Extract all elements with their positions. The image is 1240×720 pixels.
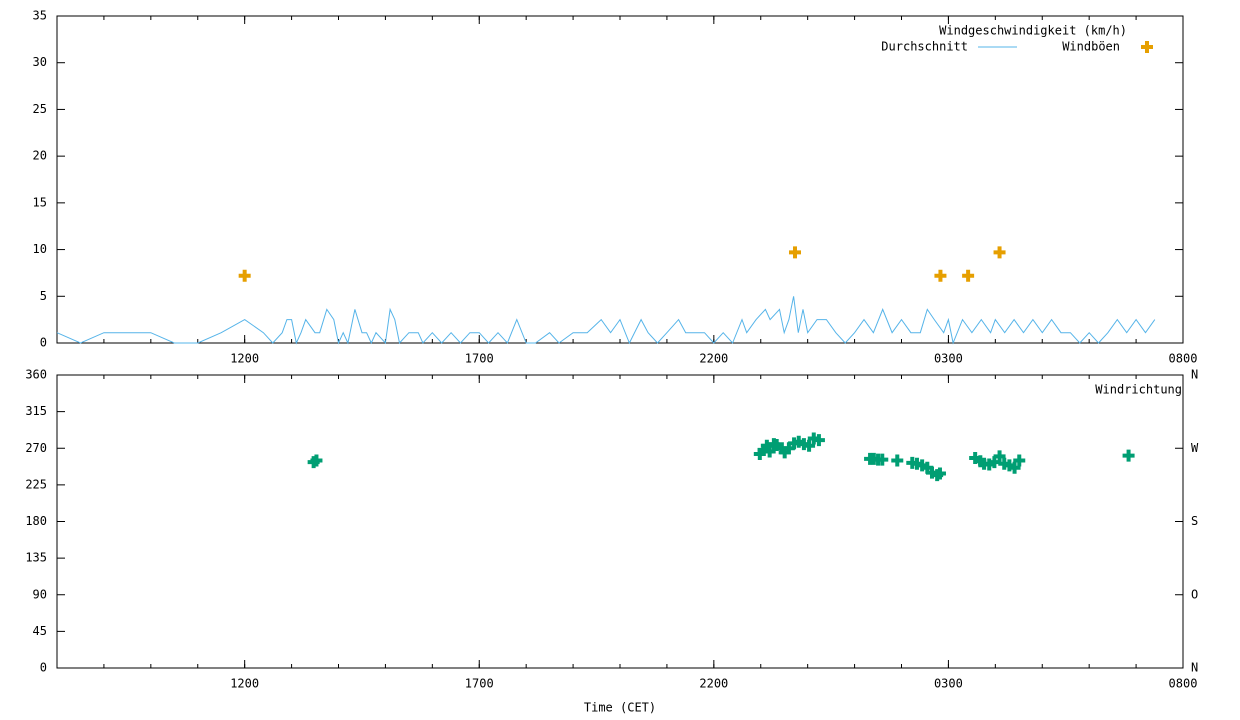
- legend-label: Durchschnitt: [881, 40, 968, 54]
- x-tick-label: 1200: [230, 677, 259, 691]
- data-point: [1003, 459, 1016, 472]
- data-point: [775, 442, 788, 455]
- y-tick-label: 0: [40, 336, 47, 350]
- y2-tick-label: O: [1191, 587, 1198, 601]
- y-tick-label: 90: [33, 587, 47, 601]
- data-point: [1008, 461, 1021, 474]
- data-point: [921, 461, 934, 474]
- y-tick-label: 180: [25, 514, 47, 528]
- y-tick-label: 35: [33, 9, 47, 23]
- y-tick-label: 10: [33, 242, 47, 256]
- y2-tick-label: W: [1191, 441, 1199, 455]
- data-point: [916, 459, 929, 472]
- data-point: [925, 466, 938, 479]
- data-point: [974, 455, 987, 468]
- y-tick-label: 0: [40, 661, 47, 675]
- data-point: [763, 445, 776, 458]
- data-point: [876, 453, 889, 466]
- x-tick-label: 1200: [230, 352, 259, 366]
- data-point: [1122, 449, 1135, 462]
- y-tick-label: 15: [33, 195, 47, 209]
- y2-tick-label: N: [1191, 661, 1198, 675]
- plot-frame: [56, 374, 1184, 669]
- data-point: [993, 246, 1006, 259]
- x-tick-label: 0300: [934, 352, 963, 366]
- x-tick-label: 0300: [934, 677, 963, 691]
- y-tick-label: 135: [25, 551, 47, 565]
- data-point: [753, 447, 766, 460]
- x-tick-label: 2200: [699, 352, 728, 366]
- y-tick-label: 30: [33, 55, 47, 69]
- x-tick-label: 0800: [1169, 677, 1198, 691]
- y-tick-label: 20: [33, 149, 47, 163]
- x-axis-label: Time (CET): [584, 701, 656, 715]
- data-point: [983, 458, 996, 471]
- data-point: [770, 438, 783, 451]
- y-tick-label: 270: [25, 441, 47, 455]
- y-tick-label: 5: [40, 289, 47, 303]
- data-point: [782, 442, 795, 455]
- data-point: [988, 456, 1001, 469]
- data-point: [757, 443, 770, 456]
- y2-tick-label: N: [1191, 368, 1198, 382]
- x-tick-label: 0800: [1169, 352, 1198, 366]
- data-point: [962, 269, 975, 282]
- data-point: [760, 439, 773, 452]
- legend-label: Windböen: [1062, 40, 1120, 54]
- data-point: [891, 454, 904, 467]
- y-tick-label: 360: [25, 368, 47, 382]
- x-tick-label: 1700: [465, 352, 494, 366]
- data-point: [934, 269, 947, 282]
- data-point: [778, 446, 791, 459]
- data-point: [310, 454, 323, 467]
- plot-frame: [56, 15, 1184, 344]
- data-point: [788, 246, 801, 259]
- legend-title: Windgeschwindigkeit (km/h): [939, 24, 1127, 38]
- y-tick-label: 45: [33, 624, 47, 638]
- y-tick-label: 25: [33, 102, 47, 116]
- y-tick-label: 315: [25, 404, 47, 418]
- x-tick-label: 2200: [699, 677, 728, 691]
- legend-swatch: [1141, 41, 1153, 53]
- average-line: [56, 296, 1156, 345]
- data-point: [1013, 454, 1026, 467]
- data-point: [238, 269, 251, 282]
- data-point: [993, 450, 1006, 463]
- legend-label: Windrichtung: [1095, 383, 1182, 397]
- data-point: [812, 434, 825, 447]
- y2-tick-label: S: [1191, 514, 1198, 528]
- data-point: [803, 439, 816, 452]
- y-tick-label: 225: [25, 477, 47, 491]
- data-point: [792, 435, 805, 448]
- data-point: [933, 467, 946, 480]
- data-point: [969, 452, 982, 465]
- x-tick-label: 1700: [465, 677, 494, 691]
